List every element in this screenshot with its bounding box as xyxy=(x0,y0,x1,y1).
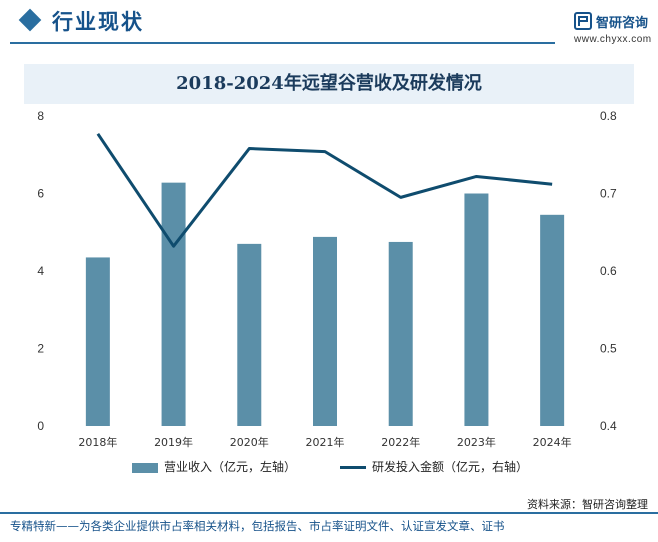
brand-url: www.chyxx.com xyxy=(574,34,652,45)
legend-swatch-bar xyxy=(132,462,158,473)
right-axis-ticks: 0.4 0.5 0.6 0.7 0.8 xyxy=(600,109,617,433)
x-axis-tick-label: 2020年 xyxy=(230,435,269,449)
rd-investment-line xyxy=(96,132,553,248)
right-axis-tick-label: 0.6 xyxy=(600,264,617,278)
footer-text: 专精特新——为各类企业提供市占率相关材料，包括报告、市占率证明文件、认证宣发文章… xyxy=(10,519,505,533)
revenue-bar xyxy=(161,182,186,426)
left-axis-ticks: 0 2 4 6 8 xyxy=(37,109,44,433)
revenue-bar xyxy=(313,236,337,426)
left-axis-tick-label: 8 xyxy=(37,109,44,123)
x-axis-tick-label: 2021年 xyxy=(306,435,345,449)
legend-item-rd: 研发投入金额（亿元，右轴） xyxy=(340,458,528,475)
source-note: 资料来源：智研咨询整理 xyxy=(527,498,648,511)
revenue-bar xyxy=(85,257,110,426)
right-axis-tick-label: 0.8 xyxy=(600,109,617,123)
revenue-bar xyxy=(388,241,413,426)
legend: 营业收入（亿元，左轴） 研发投入金额（亿元，右轴） xyxy=(0,458,658,478)
chart-title: 2018-2024年远望谷营收及研发情况 xyxy=(176,73,482,94)
x-axis-tick-label: 2023年 xyxy=(457,435,496,449)
legend-swatch-line xyxy=(340,466,366,469)
revenue-bar xyxy=(540,214,565,426)
left-axis-tick-label: 2 xyxy=(37,342,44,356)
legend-label-rd: 研发投入金额（亿元，右轴） xyxy=(372,460,529,474)
right-axis-tick-label: 0.5 xyxy=(600,342,617,356)
brand-logo: 智研咨询 www.chyxx.com xyxy=(574,8,654,48)
revenue-bar xyxy=(464,193,489,426)
brand-name: 智研咨询 xyxy=(596,16,649,31)
brand-logo-icon xyxy=(574,12,592,30)
section-title: 行业现状 xyxy=(52,10,144,34)
legend-item-revenue: 营业收入（亿元，左轴） xyxy=(132,458,296,475)
x-axis-tick-label: 2022年 xyxy=(381,435,420,449)
x-axis-tick-label: 2018年 xyxy=(78,435,117,449)
right-axis-tick-label: 0.7 xyxy=(600,187,617,201)
chart-title-panel: 2018-2024年远望谷营收及研发情况 xyxy=(24,64,634,104)
legend-label-revenue: 营业收入（亿元，左轴） xyxy=(164,460,297,474)
x-axis-ticks: 2018年 2019年 2020年 2021年 2022年 2023年 2024年 xyxy=(78,435,571,449)
header: 行业现状 智研咨询 www.chyxx.com xyxy=(0,0,658,48)
x-axis-tick-label: 2019年 xyxy=(154,435,193,449)
right-axis-tick-label: 0.4 xyxy=(600,419,617,433)
left-axis-tick-label: 6 xyxy=(37,187,44,201)
bar-series xyxy=(85,182,565,426)
left-axis-tick-label: 4 xyxy=(37,264,44,278)
header-divider xyxy=(10,42,555,44)
footer-divider xyxy=(0,512,658,514)
revenue-bar xyxy=(237,243,262,426)
line-series xyxy=(96,132,553,248)
left-axis-tick-label: 0 xyxy=(37,419,44,433)
x-axis-tick-label: 2024年 xyxy=(533,435,572,449)
